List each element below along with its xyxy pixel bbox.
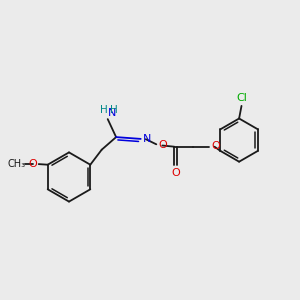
Text: Cl: Cl	[237, 93, 248, 103]
Text: N: N	[108, 108, 116, 118]
Text: H: H	[110, 105, 118, 115]
Text: O: O	[211, 141, 220, 152]
Text: O: O	[29, 159, 38, 169]
Text: CH₃: CH₃	[7, 159, 25, 169]
Text: O: O	[171, 168, 180, 178]
Text: O: O	[159, 140, 167, 150]
Text: H: H	[100, 105, 107, 115]
Text: N: N	[143, 134, 152, 144]
